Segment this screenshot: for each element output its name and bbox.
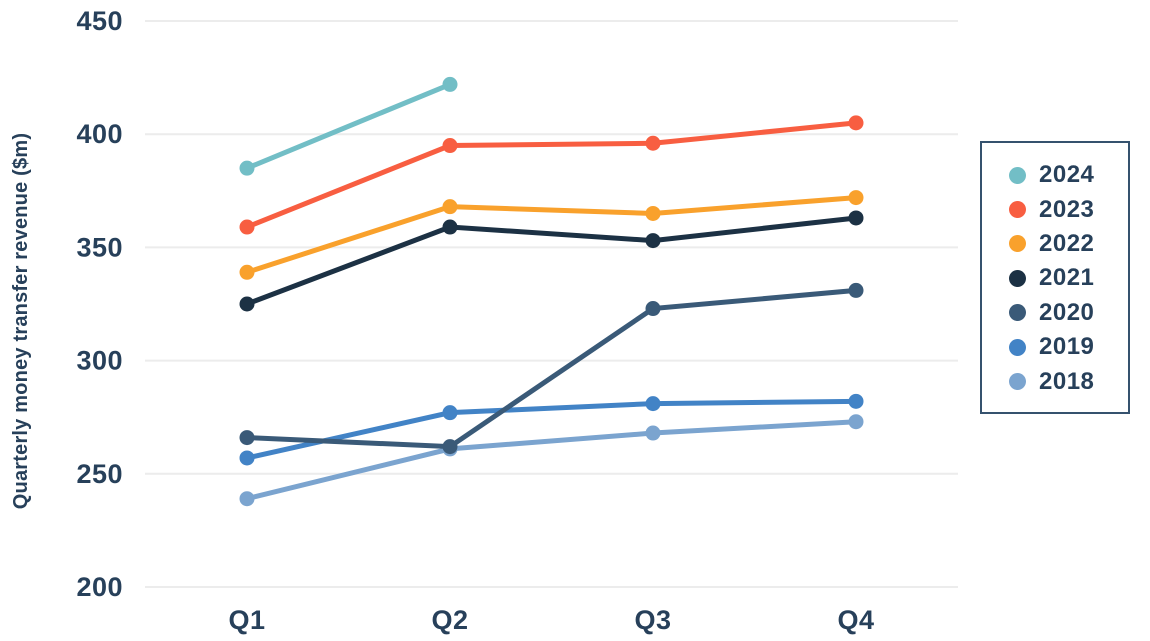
data-point-2020-q3 — [645, 301, 661, 317]
data-point-2021-q2 — [442, 219, 458, 235]
data-point-2019-q1 — [239, 450, 255, 466]
legend-label: 2019 — [1039, 333, 1095, 361]
legend-label: 2022 — [1039, 229, 1095, 257]
data-point-2021-q4 — [848, 210, 864, 226]
legend: 2024 2023 2022 2021 2020 2019 2018 — [980, 141, 1130, 414]
data-point-2021-q1 — [239, 296, 255, 312]
legend-item-2023: 2023 — [1009, 192, 1128, 226]
data-point-2018-q1 — [239, 491, 255, 507]
series-line-2018 — [244, 419, 859, 502]
legend-item-2021: 2021 — [1009, 261, 1128, 295]
data-point-2018-q4 — [848, 414, 864, 430]
series-line-2021 — [244, 215, 859, 307]
legend-item-2024: 2024 — [1009, 158, 1128, 192]
data-point-2022-q1 — [239, 264, 255, 280]
series-line-2022 — [244, 195, 859, 275]
series-line-2019 — [244, 398, 859, 461]
legend-item-2022: 2022 — [1009, 227, 1128, 261]
legend-label: 2023 — [1039, 195, 1095, 223]
legend-dot-2022 — [1009, 235, 1026, 253]
y-tick-label-400: 400 — [76, 119, 123, 149]
x-tick-label-q3: Q3 — [634, 605, 671, 635]
y-tick-label-250: 250 — [76, 459, 123, 489]
legend-dot-2020 — [1009, 304, 1026, 322]
x-tick-label-q2: Q2 — [431, 605, 468, 635]
y-tick-label-200: 200 — [76, 572, 123, 602]
legend-label: 2024 — [1039, 161, 1095, 189]
data-point-2020-q4 — [848, 282, 864, 298]
data-point-2021-q3 — [645, 233, 661, 249]
legend-dot-2019 — [1009, 338, 1026, 356]
legend-dot-2023 — [1009, 201, 1026, 219]
y-tick-label-450: 450 — [76, 6, 123, 36]
axis-ticks: 450 400 350 300 250 200 Q1 Q2 Q3 Q4 — [76, 6, 874, 635]
legend-label: 2020 — [1039, 298, 1095, 326]
data-point-2018-q3 — [645, 425, 661, 441]
data-point-2023-q3 — [645, 135, 661, 151]
y-axis-title: Quarterly money transfer revenue ($m) — [10, 133, 32, 509]
gridlines — [145, 20, 958, 588]
legend-item-2018: 2018 — [1009, 364, 1128, 398]
data-point-2020-q2 — [442, 439, 458, 455]
legend-label: 2021 — [1039, 264, 1095, 292]
legend-item-2020: 2020 — [1009, 296, 1128, 330]
data-point-2019-q3 — [645, 396, 661, 412]
series-lines — [239, 76, 864, 507]
legend-item-2019: 2019 — [1009, 330, 1128, 364]
data-point-2019-q2 — [442, 405, 458, 421]
data-point-2023-q2 — [442, 138, 458, 154]
legend-dot-2021 — [1009, 269, 1026, 287]
series-line-2023 — [244, 120, 859, 230]
data-point-2019-q4 — [848, 393, 864, 409]
series-line-2024 — [244, 81, 453, 171]
data-point-2024-q2 — [442, 76, 458, 92]
x-tick-label-q4: Q4 — [837, 605, 874, 635]
data-point-2022-q2 — [442, 199, 458, 215]
data-point-2023-q4 — [848, 115, 864, 131]
data-point-2022-q3 — [645, 205, 661, 221]
data-point-2022-q4 — [848, 190, 864, 206]
data-point-2023-q1 — [239, 219, 255, 235]
data-point-2020-q1 — [239, 430, 255, 446]
legend-label: 2018 — [1039, 367, 1095, 395]
y-tick-label-350: 350 — [76, 232, 123, 262]
data-point-2024-q1 — [239, 160, 255, 176]
series-line-2020 — [244, 287, 859, 450]
x-tick-label-q1: Q1 — [228, 605, 265, 635]
legend-dot-2024 — [1009, 166, 1026, 184]
y-tick-label-300: 300 — [76, 346, 123, 376]
legend-dot-2018 — [1009, 373, 1026, 391]
